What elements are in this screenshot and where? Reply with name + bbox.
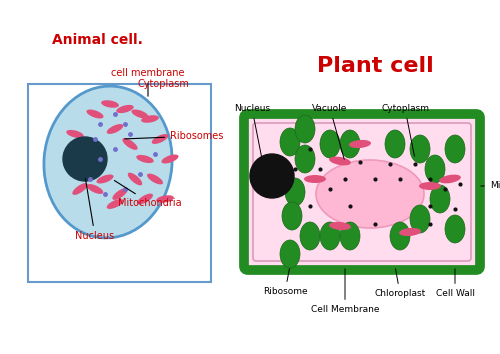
Ellipse shape (147, 173, 163, 184)
Ellipse shape (282, 202, 302, 230)
Text: Chloroplast: Chloroplast (374, 269, 426, 298)
Text: Cytoplasm: Cytoplasm (381, 104, 429, 156)
Ellipse shape (96, 175, 114, 183)
Ellipse shape (445, 135, 465, 163)
Ellipse shape (320, 130, 340, 158)
Ellipse shape (156, 195, 174, 203)
Ellipse shape (340, 222, 360, 250)
Ellipse shape (430, 185, 450, 213)
Text: Cytoplasm: Cytoplasm (137, 79, 189, 89)
Text: Ribosomes: Ribosomes (125, 131, 224, 141)
Text: Cell Membrane: Cell Membrane (311, 269, 380, 314)
Ellipse shape (329, 222, 351, 230)
Ellipse shape (106, 199, 124, 209)
Ellipse shape (101, 100, 119, 108)
Ellipse shape (137, 194, 153, 204)
Ellipse shape (340, 130, 360, 158)
Ellipse shape (122, 138, 138, 150)
Text: Ribosome: Ribosome (262, 269, 308, 296)
Ellipse shape (106, 124, 124, 134)
Text: Nucleus: Nucleus (234, 104, 270, 156)
Ellipse shape (295, 115, 315, 143)
FancyBboxPatch shape (253, 123, 471, 261)
Ellipse shape (136, 155, 154, 163)
Text: Plant cell: Plant cell (316, 56, 434, 76)
Ellipse shape (44, 86, 172, 238)
Ellipse shape (280, 128, 300, 156)
Ellipse shape (399, 228, 421, 236)
Circle shape (63, 137, 107, 181)
Ellipse shape (445, 215, 465, 243)
Ellipse shape (410, 135, 430, 163)
Text: cell membrane: cell membrane (111, 68, 185, 96)
Ellipse shape (116, 105, 134, 113)
Text: Mitochondria: Mitochondria (481, 182, 500, 190)
Circle shape (250, 154, 294, 198)
Ellipse shape (295, 145, 315, 173)
Ellipse shape (316, 160, 424, 228)
Ellipse shape (320, 222, 340, 250)
Ellipse shape (72, 183, 88, 195)
FancyBboxPatch shape (28, 84, 211, 282)
Ellipse shape (66, 130, 84, 138)
Ellipse shape (304, 175, 326, 183)
Ellipse shape (141, 115, 159, 123)
Text: Animal cell.: Animal cell. (52, 33, 143, 47)
Ellipse shape (132, 109, 148, 119)
Ellipse shape (280, 240, 300, 268)
Text: Vacuole: Vacuole (312, 104, 348, 159)
Text: Mitochondria: Mitochondria (114, 181, 182, 208)
Ellipse shape (162, 154, 178, 164)
Text: Cell Wall: Cell Wall (436, 269, 474, 298)
Ellipse shape (385, 130, 405, 158)
Ellipse shape (425, 155, 445, 183)
Ellipse shape (349, 140, 371, 148)
Ellipse shape (152, 134, 168, 144)
Ellipse shape (285, 178, 305, 206)
Ellipse shape (300, 222, 320, 250)
Ellipse shape (329, 156, 351, 165)
Ellipse shape (128, 173, 142, 185)
FancyBboxPatch shape (244, 114, 480, 270)
Ellipse shape (112, 188, 128, 200)
Ellipse shape (410, 205, 430, 233)
Ellipse shape (390, 222, 410, 250)
Ellipse shape (86, 109, 104, 119)
Ellipse shape (86, 184, 104, 194)
Text: Nucleus: Nucleus (76, 179, 114, 241)
Ellipse shape (439, 175, 461, 183)
Ellipse shape (419, 182, 441, 190)
